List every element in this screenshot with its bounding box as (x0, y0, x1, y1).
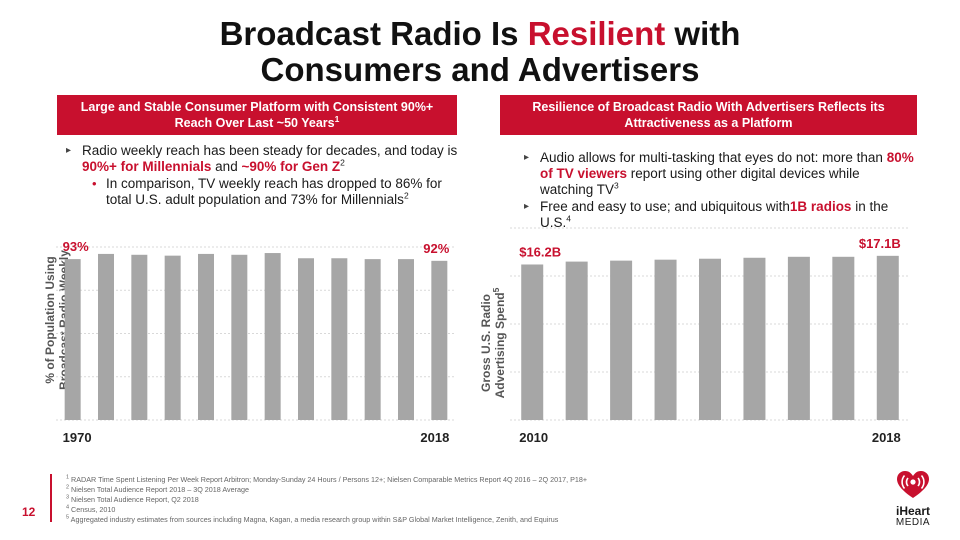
title-line-1: Broadcast Radio Is Resilient with (219, 15, 741, 52)
iheartmedia-logo: iHeart MEDIA (883, 470, 943, 530)
left-bullet-list: Radio weekly reach has been steady for d… (62, 143, 462, 208)
spend-bar (743, 257, 766, 420)
reach-bar (131, 254, 148, 420)
spend-bar (610, 260, 633, 420)
spend-bar (699, 258, 721, 420)
left-bullet-1: Radio weekly reach has been steady for d… (62, 143, 462, 175)
spend-bar (521, 264, 544, 420)
spend-x-start-label: 2010 (519, 430, 548, 445)
right-bullet-list: Audio allows for multi-tasking that eyes… (520, 150, 915, 232)
spend-bar (654, 259, 677, 420)
reach-last-value-label: 92% (423, 241, 449, 256)
reach-bar (364, 259, 381, 420)
footnotes: 1 RADAR Time Spent Listening Per Week Re… (66, 475, 766, 525)
reach-bar (231, 254, 248, 420)
page-number: 12 (22, 505, 36, 519)
reach-first-value-label: 93% (63, 239, 89, 254)
logo-sub: MEDIA (895, 517, 931, 528)
reach-x-start-label: 1970 (63, 430, 92, 445)
page-title: Broadcast Radio Is Resilient with Consum… (0, 16, 960, 88)
left-sub-bullet-1: In comparison, TV weekly reach has dropp… (62, 176, 462, 208)
spend-x-end-label: 2018 (872, 430, 901, 445)
reach-bar (298, 258, 314, 420)
reach-bar (98, 253, 114, 420)
reach-bar (431, 260, 448, 420)
right-bullet-1: Audio allows for multi-tasking that eyes… (520, 150, 915, 198)
spend-bar (876, 255, 899, 420)
spend-bar (565, 261, 588, 420)
right-panel-header: Resilience of Broadcast Radio With Adver… (500, 95, 917, 135)
footnote-4: 4 Census, 2010 (66, 504, 116, 514)
footnote-5: 5 Aggregated industry estimates from sou… (66, 514, 559, 524)
left-panel-header: Large and Stable Consumer Platform with … (57, 95, 457, 135)
footnote-3: 3 Nielsen Total Audience Report, Q2 2018 (66, 494, 199, 504)
spend-bar (787, 256, 810, 420)
reach-bar (264, 253, 281, 420)
title-line-2: Consumers and Advertisers (260, 51, 700, 88)
reach-bar (164, 255, 181, 420)
footnote-1: 1 RADAR Time Spent Listening Per Week Re… (66, 474, 588, 484)
reach-x-end-label: 2018 (420, 430, 449, 445)
heart-radio-icon (897, 471, 929, 498)
reach-bar (331, 258, 348, 420)
page-divider (50, 474, 52, 522)
title-accent-word: Resilient (527, 15, 666, 52)
reach-bar (398, 259, 414, 420)
spend-last-value-label: $17.1B (859, 236, 901, 251)
reach-bar (198, 253, 214, 420)
reach-bar (64, 259, 81, 420)
spend-first-value-label: $16.2B (519, 244, 561, 259)
right-bullet-2: Free and easy to use; and ubiquitous wit… (520, 199, 915, 231)
footnote-2: 2 Nielsen Total Audience Report 2018 – 3… (66, 484, 250, 494)
logo-brand: iHeart (895, 504, 930, 518)
spend-bar (832, 256, 855, 420)
